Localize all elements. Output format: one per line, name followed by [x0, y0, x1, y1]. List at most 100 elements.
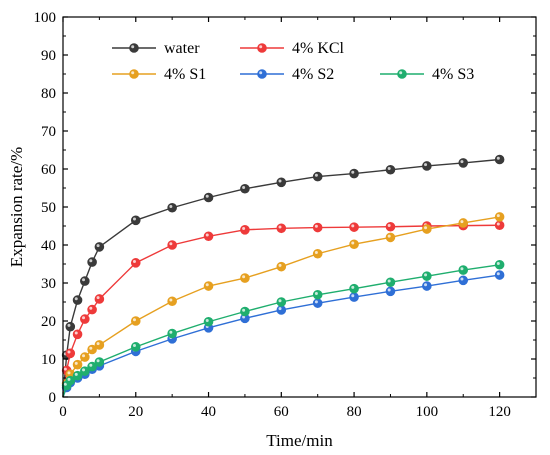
- data-point: [385, 277, 396, 288]
- data-point: [422, 271, 432, 281]
- data-point-highlight: [242, 308, 246, 312]
- y-tick-label: 100: [34, 10, 57, 26]
- legend-label: 4% KCl: [292, 40, 345, 57]
- legend-marker-body: [257, 69, 267, 79]
- legend-entry-0: water: [112, 40, 200, 57]
- data-point-body: [385, 277, 396, 288]
- legend-marker: [257, 69, 267, 79]
- data-point-highlight: [96, 244, 100, 248]
- data-point: [458, 275, 469, 286]
- data-point-highlight: [351, 224, 355, 228]
- data-point-highlight: [351, 170, 355, 174]
- data-point-highlight: [314, 250, 318, 254]
- data-point-body: [167, 240, 177, 250]
- data-point-highlight: [278, 179, 282, 183]
- data-point: [349, 239, 359, 250]
- x-tick-label: 120: [488, 404, 511, 420]
- y-tick-label: 20: [41, 314, 56, 330]
- legend-marker-body: [257, 43, 267, 53]
- data-point-body: [130, 215, 141, 226]
- data-point-body: [458, 265, 469, 275]
- legend: water 4% KCl 4% S1 4% S2 4% S3: [112, 40, 474, 83]
- data-point-highlight: [351, 241, 355, 245]
- data-point-highlight: [496, 222, 500, 226]
- data-point-highlight: [314, 173, 318, 177]
- data-point: [65, 348, 76, 359]
- data-point-highlight: [74, 361, 78, 365]
- data-point: [276, 223, 287, 234]
- data-point-body: [276, 177, 287, 188]
- data-point: [494, 154, 505, 165]
- data-point: [385, 164, 396, 175]
- data-point: [276, 297, 287, 307]
- data-point-body: [72, 295, 83, 305]
- series-4: [61, 259, 505, 398]
- data-point-body: [65, 348, 76, 359]
- data-point: [65, 375, 76, 386]
- legend-marker-highlight: [131, 45, 135, 49]
- data-point-body: [349, 283, 359, 294]
- data-point: [276, 305, 287, 315]
- data-point: [458, 158, 469, 168]
- data-point-highlight: [351, 294, 355, 298]
- data-point: [494, 259, 505, 270]
- data-point-body: [385, 232, 396, 243]
- data-point-highlight: [63, 382, 67, 386]
- data-point-highlight: [314, 291, 318, 295]
- series-line: [62, 158, 500, 398]
- legend-marker-highlight: [399, 71, 403, 75]
- legend-entry-3: 4% S2: [240, 66, 334, 83]
- legend-entry-2: 4% S1: [112, 66, 206, 83]
- data-point-body: [494, 154, 505, 165]
- data-point-body: [203, 316, 214, 327]
- data-point: [167, 296, 177, 307]
- data-point-body: [422, 224, 432, 234]
- data-point-highlight: [242, 275, 246, 279]
- y-tick-label: 0: [49, 390, 57, 406]
- legend-marker-body: [129, 43, 139, 53]
- data-point-body: [349, 292, 359, 302]
- series-0: [61, 154, 505, 398]
- data-point-body: [80, 352, 90, 362]
- data-point-highlight: [82, 316, 86, 320]
- x-tick-label: 20: [128, 404, 143, 420]
- data-point: [276, 177, 287, 188]
- data-point: [80, 314, 90, 324]
- data-point: [167, 240, 177, 250]
- legend-marker: [397, 69, 407, 79]
- series-1: [61, 220, 505, 398]
- data-point: [385, 221, 396, 232]
- data-point-body: [494, 270, 505, 280]
- data-point: [349, 283, 359, 294]
- data-point-highlight: [460, 267, 464, 271]
- data-point-body: [94, 357, 105, 367]
- data-point-body: [385, 164, 396, 175]
- data-point: [312, 289, 323, 300]
- data-point: [203, 316, 214, 327]
- data-point-body: [422, 271, 432, 281]
- data-point-highlight: [496, 214, 500, 218]
- data-point-highlight: [387, 166, 391, 170]
- data-point: [87, 257, 97, 267]
- data-point-body: [276, 223, 287, 234]
- legend-label: 4% S3: [432, 66, 474, 83]
- data-point: [494, 212, 505, 222]
- data-point-body: [80, 276, 90, 286]
- data-point-highlight: [314, 224, 318, 228]
- series-line: [62, 274, 500, 398]
- data-point: [87, 361, 97, 372]
- data-point-highlight: [89, 346, 93, 350]
- data-point-body: [167, 296, 177, 307]
- data-point-body: [312, 171, 323, 182]
- data-point-body: [130, 258, 141, 268]
- data-point-highlight: [242, 227, 246, 230]
- data-point: [385, 286, 396, 297]
- data-point-highlight: [496, 261, 500, 265]
- data-point: [349, 168, 359, 179]
- data-point: [87, 344, 97, 355]
- data-point-highlight: [424, 163, 428, 167]
- data-point-highlight: [242, 315, 246, 319]
- y-tick-label: 80: [41, 86, 56, 102]
- data-point-body: [312, 222, 323, 233]
- data-point-highlight: [424, 273, 428, 277]
